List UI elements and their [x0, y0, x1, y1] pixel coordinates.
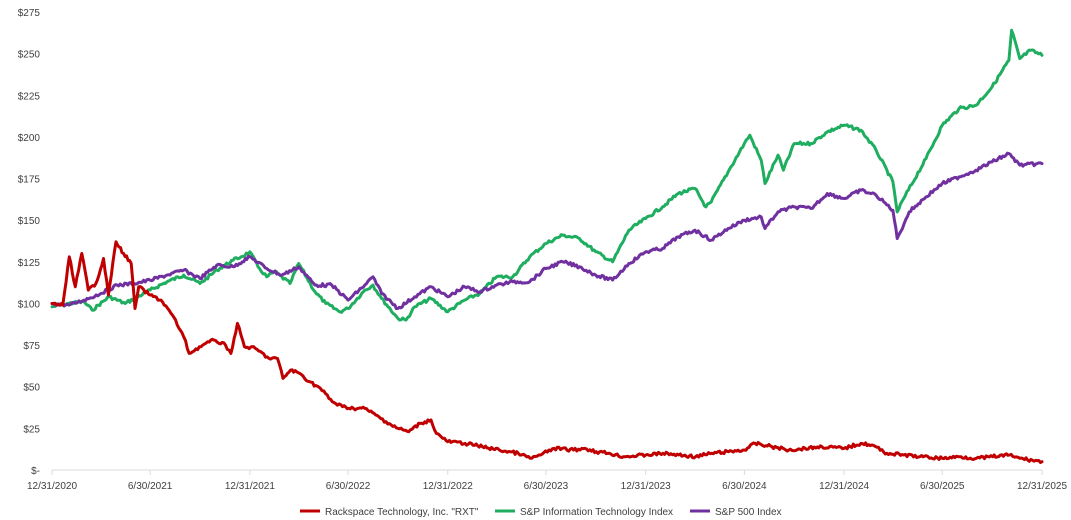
- x-tick-label: 6/30/2025: [920, 481, 965, 492]
- x-axis: 12/31/2020 6/30/2021 12/31/2021 6/30/2022 12…: [27, 469, 1067, 492]
- legend-item: S&P Information Technology Index: [495, 507, 673, 518]
- legend-item: S&P 500 Index: [690, 507, 782, 518]
- x-tick-label: 12/31/2025: [1017, 481, 1067, 492]
- legend-label: Rackspace Technology, Inc. "RXT": [325, 507, 479, 518]
- y-tick-label: $250: [18, 50, 41, 61]
- x-tick-label: 12/31/2020: [27, 481, 77, 492]
- y-tick-label: $50: [23, 383, 40, 394]
- y-tick-label: $25: [23, 424, 40, 435]
- y-tick-label: $275: [18, 8, 41, 19]
- series-line: [50, 240, 1044, 464]
- legend-label: S&P 500 Index: [715, 507, 782, 518]
- x-tick-label: 12/31/2022: [423, 481, 473, 492]
- y-tick-label: $175: [18, 175, 41, 186]
- x-tick-label: 12/31/2023: [621, 481, 671, 492]
- y-tick-label: $150: [18, 216, 41, 227]
- series-line: [50, 151, 1044, 310]
- legend-label: S&P Information Technology Index: [520, 507, 673, 518]
- y-tick-label: $100: [18, 299, 41, 310]
- x-tick-label: 6/30/2024: [722, 481, 767, 492]
- y-tick-label: $225: [18, 91, 41, 102]
- x-tick-label: 12/31/2024: [819, 481, 869, 492]
- y-axis: $- $25 $50 $75 $100 $125 $150 $175 $200 $225 $250 $…: [18, 8, 41, 477]
- x-tick-label: 6/30/2021: [128, 481, 173, 492]
- legend: Rackspace Technology, Inc. "RXT" S&P Info…: [300, 507, 782, 518]
- y-tick-label: $200: [18, 133, 41, 144]
- legend-item: Rackspace Technology, Inc. "RXT": [300, 507, 479, 518]
- y-tick-label: $125: [18, 258, 41, 269]
- series-line: [50, 28, 1044, 322]
- x-tick-label: 6/30/2023: [524, 481, 569, 492]
- y-tick-label: $75: [23, 341, 40, 352]
- x-tick-label: 6/30/2022: [326, 481, 371, 492]
- x-tick-label: 12/31/2021: [225, 481, 275, 492]
- y-tick-label: $-: [31, 466, 40, 477]
- plot-area: [50, 28, 1044, 464]
